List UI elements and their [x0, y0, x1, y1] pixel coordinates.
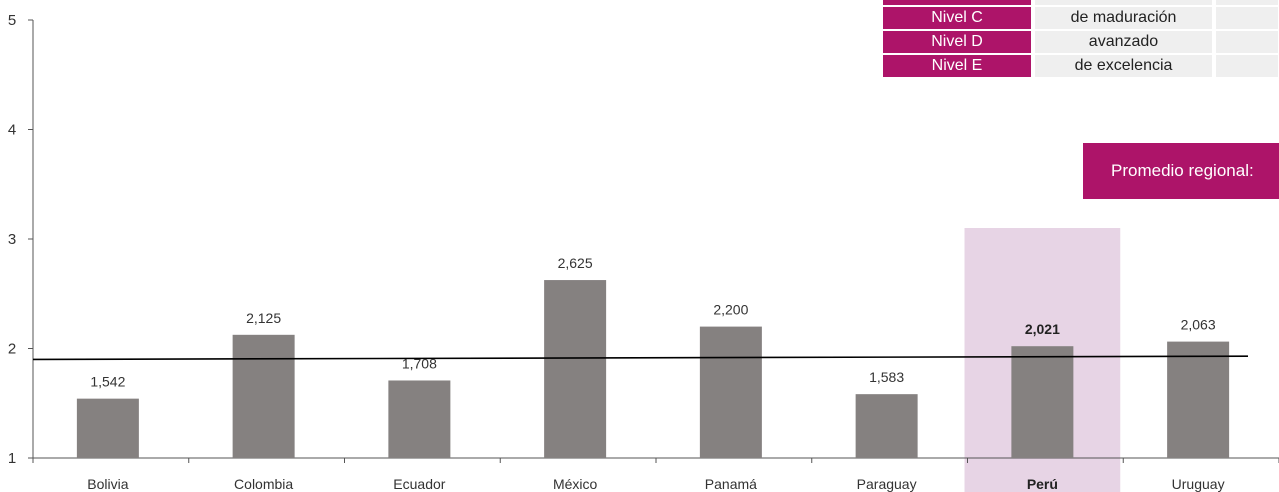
- legend-level-description: [1035, 0, 1212, 5]
- x-tick-label: Bolivia: [87, 476, 128, 492]
- x-tick-label: Panamá: [705, 476, 757, 492]
- regional-average-label: Promedio regional:: [1083, 143, 1279, 199]
- x-tick-label: Perú: [1027, 476, 1058, 492]
- legend-level-description: de maduración: [1035, 7, 1212, 29]
- legend-extra-cell: [1216, 0, 1278, 5]
- x-tick-label: México: [553, 476, 598, 492]
- legend-level-label: [883, 0, 1031, 5]
- x-tick-label: Paraguay: [857, 476, 917, 492]
- legend-row: Nivel E de excelencia: [883, 55, 1279, 77]
- legend-level-label: Nivel C: [883, 7, 1031, 29]
- bar: [544, 280, 607, 458]
- legend-extra-cell: [1216, 7, 1278, 29]
- legend-row: Nivel D avanzado: [883, 31, 1279, 53]
- maturity-level-legend: Nivel C de maduración Nivel D avanzado N…: [883, 0, 1279, 79]
- bar-value-label: 2,625: [558, 255, 593, 271]
- y-tick-label: 2: [8, 341, 16, 358]
- bar: [1011, 346, 1074, 458]
- bar: [232, 334, 295, 458]
- legend-row: Nivel C de maduración: [883, 7, 1279, 29]
- legend-level-description: avanzado: [1035, 31, 1212, 53]
- y-tick-label: 4: [8, 122, 16, 139]
- y-tick-label: 3: [8, 231, 16, 248]
- bar: [388, 380, 451, 458]
- x-tick-label: Colombia: [234, 476, 293, 492]
- legend-level-description: de excelencia: [1035, 55, 1212, 77]
- regional-average-line: [32, 355, 1249, 361]
- bar: [76, 398, 139, 458]
- x-tick-label: Uruguay: [1172, 476, 1225, 492]
- bar-value-label: 2,021: [1025, 321, 1060, 337]
- bar-value-label: 1,583: [869, 369, 904, 385]
- bar: [1167, 341, 1230, 458]
- y-tick-label: 1: [8, 450, 16, 467]
- legend-extra-cell: [1216, 55, 1278, 77]
- bar-value-label: 2,200: [713, 302, 748, 318]
- y-tick-label: 5: [8, 12, 16, 29]
- legend-level-label: Nivel D: [883, 31, 1031, 53]
- legend-row: [883, 0, 1279, 5]
- legend-extra-cell: [1216, 31, 1278, 53]
- bar-value-label: 1,708: [402, 355, 437, 371]
- bar: [855, 394, 918, 458]
- legend-level-label: Nivel E: [883, 55, 1031, 77]
- bar-value-label: 1,542: [90, 374, 125, 390]
- bar-value-label: 2,063: [1181, 317, 1216, 333]
- x-tick-label: Ecuador: [393, 476, 445, 492]
- bar-value-label: 2,125: [246, 310, 281, 326]
- bar: [699, 326, 762, 458]
